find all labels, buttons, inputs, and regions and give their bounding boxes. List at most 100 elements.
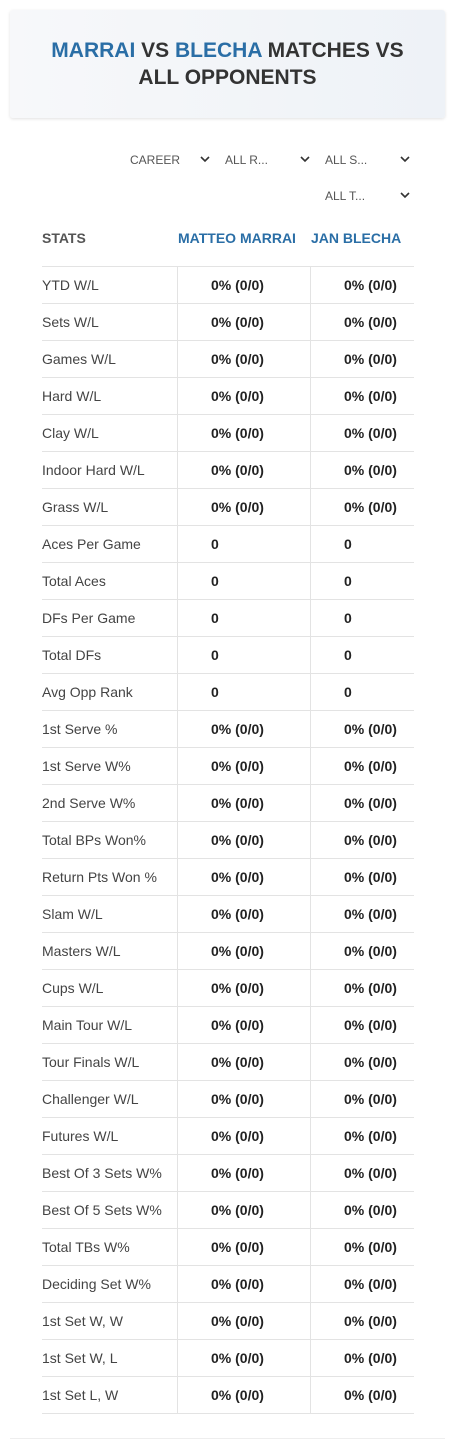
table-row: 1st Set W, W 0% (0/0) 0% (0/0): [42, 1302, 414, 1339]
table-row: Total BPs Won% 0% (0/0) 0% (0/0): [42, 821, 414, 858]
table-row: Indoor Hard W/L 0% (0/0) 0% (0/0): [42, 451, 414, 488]
player1: MARRAI: [51, 39, 136, 62]
stat-label: Total Aces: [42, 573, 106, 589]
stat-label: Avg Opp Rank: [42, 684, 133, 700]
stat-value: 0% (0/0): [177, 933, 310, 969]
vs: VS: [141, 39, 170, 62]
filter-select[interactable]: ALL S...: [325, 150, 410, 170]
filter-label: CAREER: [130, 153, 181, 167]
stat-value: 0% (0/0): [310, 859, 414, 895]
stat-value: 0% (0/0): [310, 970, 414, 1006]
table-row: Futures W/L 0% (0/0) 0% (0/0): [42, 1117, 414, 1154]
table-row: Best Of 3 Sets W% 0% (0/0) 0% (0/0): [42, 1154, 414, 1191]
stat-value: 0% (0/0): [177, 1192, 310, 1228]
stat-value: 0% (0/0): [310, 711, 414, 747]
filter-select[interactable]: CAREER: [130, 150, 210, 170]
col-header: JAN BLECHA: [311, 230, 402, 246]
stat-value: 0: [310, 526, 414, 562]
filter-label: ALL R...: [225, 153, 268, 167]
table-row: Grass W/L 0% (0/0) 0% (0/0): [42, 488, 414, 525]
chevron: [400, 156, 410, 163]
stat-value: 0% (0/0): [177, 267, 310, 303]
stat-label: DFs Per Game: [42, 610, 136, 626]
chevron: [400, 192, 410, 199]
stat-label: Total TBs W%: [42, 1239, 130, 1255]
stat-value: 0% (0/0): [310, 748, 414, 784]
stat-value: 0% (0/0): [177, 822, 310, 858]
stat-value: 0% (0/0): [177, 341, 310, 377]
stat-value: 0% (0/0): [310, 452, 414, 488]
divider: [10, 1438, 445, 1439]
stat-value: 0% (0/0): [177, 1118, 310, 1154]
stat-value: 0% (0/0): [177, 1377, 310, 1413]
stat-label: Clay W/L: [42, 425, 99, 441]
stat-label: Games W/L: [42, 351, 116, 367]
stat-label: 1st Serve %: [42, 721, 118, 737]
stat-value: 0% (0/0): [177, 970, 310, 1006]
stat-value: 0% (0/0): [310, 378, 414, 414]
table-row: Cups W/L 0% (0/0) 0% (0/0): [42, 969, 414, 1006]
stat-label: Aces Per Game: [42, 536, 141, 552]
stat-value: 0% (0/0): [177, 489, 310, 525]
stat-value: 0: [177, 600, 310, 636]
stat-value: 0% (0/0): [310, 1044, 414, 1080]
stat-value: 0% (0/0): [310, 933, 414, 969]
stat-label: Total DFs: [42, 647, 102, 663]
stat-label: Masters W/L: [42, 943, 121, 959]
stat-value: 0% (0/0): [310, 1266, 414, 1302]
stat-value: 0% (0/0): [177, 785, 310, 821]
stat-value: 0% (0/0): [177, 1229, 310, 1265]
stat-value: 0% (0/0): [310, 1303, 414, 1339]
table-row: Sets W/L 0% (0/0) 0% (0/0): [42, 303, 414, 340]
table-bottom: [42, 1413, 414, 1414]
stat-value: 0% (0/0): [177, 711, 310, 747]
stat-value: 0: [177, 674, 310, 710]
stat-value: 0: [310, 674, 414, 710]
stat-value: 0% (0/0): [177, 896, 310, 932]
table-row: Avg Opp Rank 0 0: [42, 673, 414, 710]
header: MARRAI VS BLECHA MATCHES VS ALL OPPONENT…: [10, 10, 445, 118]
stat-value: 0: [310, 637, 414, 673]
stat-value: 0% (0/0): [310, 1192, 414, 1228]
stat-value: 0% (0/0): [310, 785, 414, 821]
table-row: Total Aces 0 0: [42, 562, 414, 599]
stat-label: 1st Serve W%: [42, 758, 131, 774]
table-row: Tour Finals W/L 0% (0/0) 0% (0/0): [42, 1043, 414, 1080]
stat-label: Best Of 5 Sets W%: [42, 1202, 162, 1218]
table-row: Total DFs 0 0: [42, 636, 414, 673]
table-row: Main Tour W/L 0% (0/0) 0% (0/0): [42, 1006, 414, 1043]
stat-label: Cups W/L: [42, 980, 104, 996]
filter-select[interactable]: ALL R...: [225, 150, 310, 170]
stat-label: 1st Set L, W: [42, 1387, 119, 1403]
stat-value: 0% (0/0): [177, 1340, 310, 1376]
stat-value: 0: [310, 600, 414, 636]
title: MARRAI VS BLECHA MATCHES VS ALL OPPONENT…: [10, 10, 445, 91]
stat-label: Futures W/L: [42, 1128, 119, 1144]
col-header: STATS: [42, 230, 86, 246]
stat-value: 0% (0/0): [310, 415, 414, 451]
stat-value: 0% (0/0): [177, 1266, 310, 1302]
col-header: MATTEO MARRAI: [178, 230, 296, 246]
stat-label: Best Of 3 Sets W%: [42, 1165, 162, 1181]
stat-value: 0% (0/0): [310, 267, 414, 303]
player2: BLECHA: [175, 39, 262, 62]
table-row: Challenger W/L 0% (0/0) 0% (0/0): [42, 1080, 414, 1117]
stat-value: 0% (0/0): [177, 415, 310, 451]
table-row: Slam W/L 0% (0/0) 0% (0/0): [42, 895, 414, 932]
stat-value: 0% (0/0): [310, 1340, 414, 1376]
table-row: 2nd Serve W% 0% (0/0) 0% (0/0): [42, 784, 414, 821]
stat-label: Tour Finals W/L: [42, 1054, 140, 1070]
stat-label: 1st Set W, L: [42, 1350, 118, 1366]
table-row: 1st Serve W% 0% (0/0) 0% (0/0): [42, 747, 414, 784]
filter-select[interactable]: ALL T...: [325, 186, 410, 206]
stat-value: 0% (0/0): [177, 748, 310, 784]
stat-value: 0% (0/0): [177, 1081, 310, 1117]
stat-label: Total BPs Won%: [42, 832, 147, 848]
stat-value: 0% (0/0): [177, 859, 310, 895]
stat-value: 0% (0/0): [177, 1303, 310, 1339]
table-row: Clay W/L 0% (0/0) 0% (0/0): [42, 414, 414, 451]
stat-value: 0% (0/0): [310, 489, 414, 525]
stat-label: Grass W/L: [42, 499, 109, 515]
stat-value: 0% (0/0): [310, 822, 414, 858]
stat-value: 0% (0/0): [310, 1007, 414, 1043]
